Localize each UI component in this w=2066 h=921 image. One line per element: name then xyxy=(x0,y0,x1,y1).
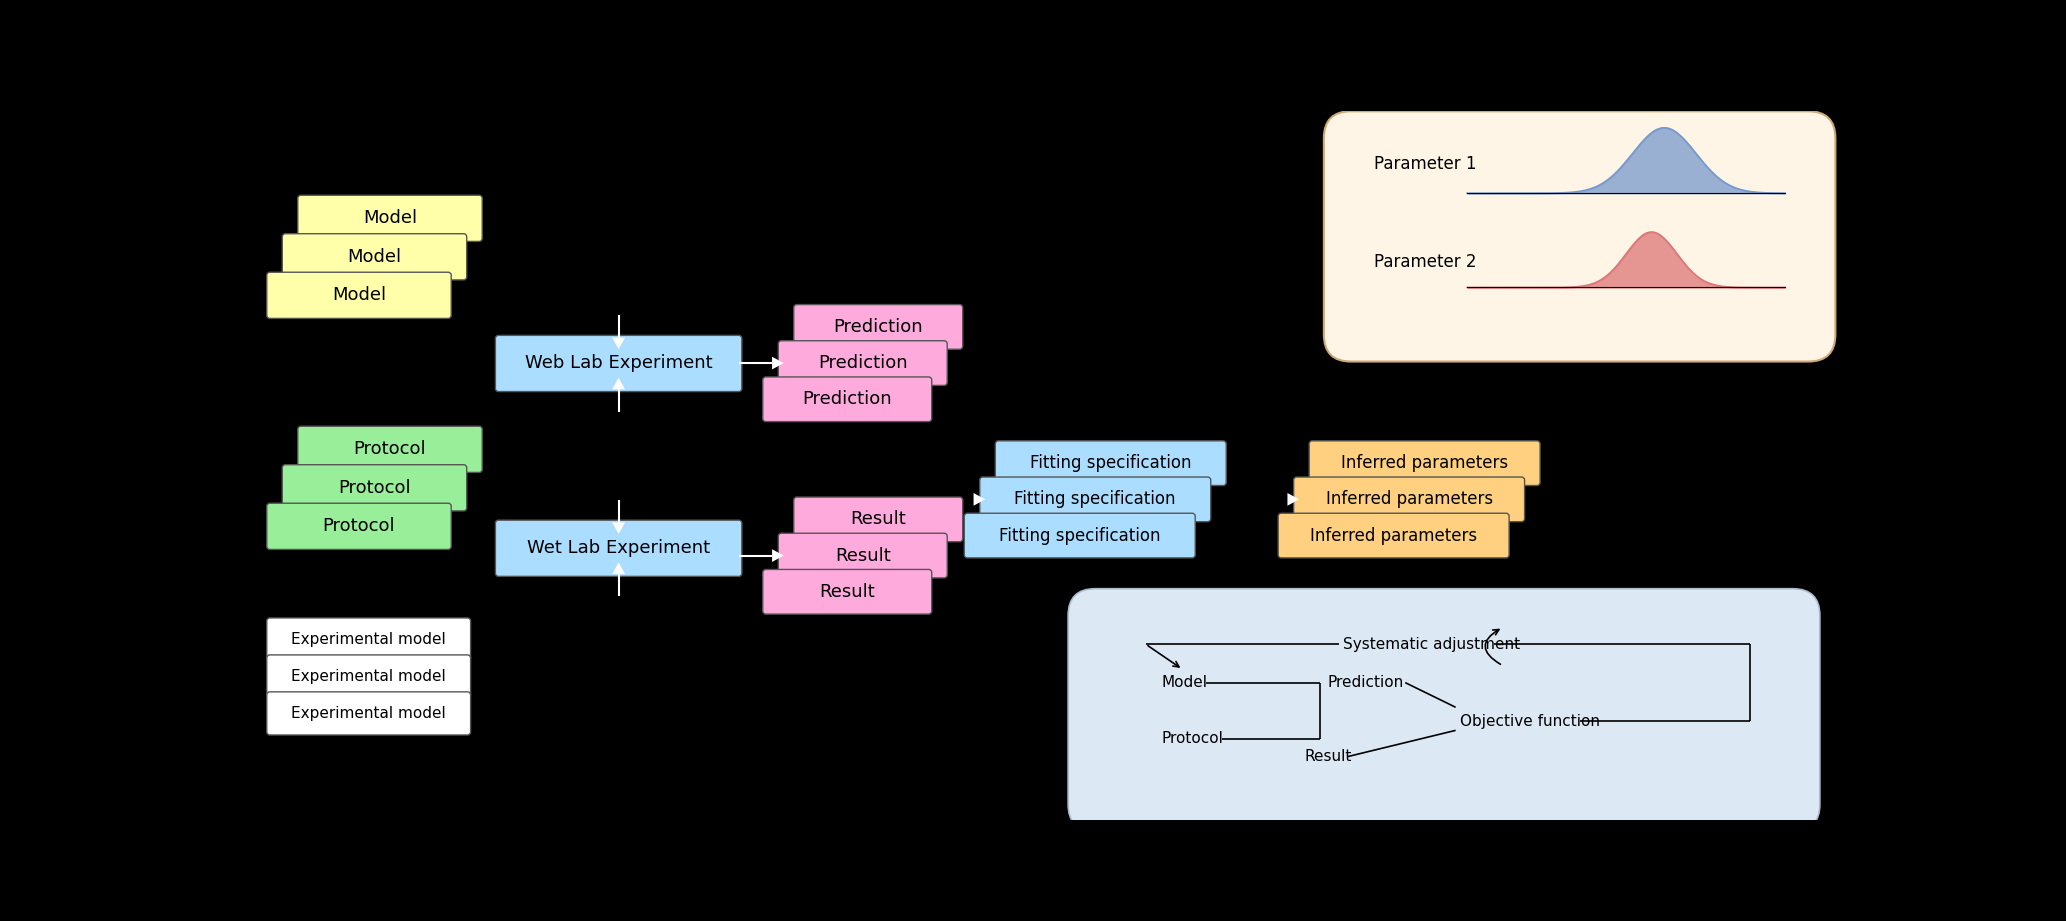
Text: Experimental model: Experimental model xyxy=(291,632,446,647)
Text: Prediction: Prediction xyxy=(833,318,924,336)
Text: Model: Model xyxy=(364,209,417,227)
Polygon shape xyxy=(973,493,985,506)
Text: Fitting specification: Fitting specification xyxy=(1000,527,1161,544)
Text: Experimental model: Experimental model xyxy=(291,705,446,721)
FancyBboxPatch shape xyxy=(283,234,467,280)
Text: Protocol: Protocol xyxy=(353,440,426,459)
FancyBboxPatch shape xyxy=(762,377,932,422)
FancyBboxPatch shape xyxy=(267,692,471,735)
FancyBboxPatch shape xyxy=(1293,477,1525,521)
Text: Experimental model: Experimental model xyxy=(291,669,446,684)
FancyBboxPatch shape xyxy=(298,195,481,241)
FancyBboxPatch shape xyxy=(496,335,742,391)
Text: Prediction: Prediction xyxy=(818,354,907,372)
FancyBboxPatch shape xyxy=(793,497,963,542)
FancyBboxPatch shape xyxy=(1068,589,1820,832)
FancyBboxPatch shape xyxy=(996,441,1227,485)
Text: Model: Model xyxy=(333,286,386,304)
FancyBboxPatch shape xyxy=(267,273,450,319)
FancyBboxPatch shape xyxy=(267,618,471,661)
Text: Prediction: Prediction xyxy=(1328,675,1405,690)
Text: Result: Result xyxy=(1304,749,1351,764)
Text: Protocol: Protocol xyxy=(1161,731,1223,746)
Polygon shape xyxy=(773,356,783,369)
FancyBboxPatch shape xyxy=(779,341,946,385)
Polygon shape xyxy=(773,549,783,562)
Text: Protocol: Protocol xyxy=(339,479,411,496)
Text: Result: Result xyxy=(835,546,890,565)
Text: Prediction: Prediction xyxy=(802,391,893,408)
Text: Inferred parameters: Inferred parameters xyxy=(1326,490,1494,508)
Polygon shape xyxy=(1287,493,1300,506)
Text: Web Lab Experiment: Web Lab Experiment xyxy=(525,355,713,372)
Text: Model: Model xyxy=(1161,675,1207,690)
FancyBboxPatch shape xyxy=(762,569,932,614)
Text: Inferred parameters: Inferred parameters xyxy=(1341,454,1508,472)
FancyBboxPatch shape xyxy=(267,503,450,550)
FancyBboxPatch shape xyxy=(793,305,963,349)
FancyBboxPatch shape xyxy=(496,520,742,577)
Text: Wet Lab Experiment: Wet Lab Experiment xyxy=(527,540,711,557)
Polygon shape xyxy=(612,563,626,574)
Text: Result: Result xyxy=(820,583,876,600)
Text: Protocol: Protocol xyxy=(322,518,395,535)
Text: Systematic adjustment: Systematic adjustment xyxy=(1343,636,1521,652)
Text: Parameter 2: Parameter 2 xyxy=(1374,253,1477,271)
FancyBboxPatch shape xyxy=(979,477,1211,521)
Text: Model: Model xyxy=(347,248,401,266)
FancyBboxPatch shape xyxy=(779,533,946,577)
Text: Inferred parameters: Inferred parameters xyxy=(1310,527,1477,544)
Text: Result: Result xyxy=(851,510,907,529)
FancyBboxPatch shape xyxy=(267,655,471,698)
Polygon shape xyxy=(612,522,626,534)
FancyBboxPatch shape xyxy=(1279,513,1508,558)
Text: Objective function: Objective function xyxy=(1459,714,1599,729)
FancyBboxPatch shape xyxy=(298,426,481,472)
FancyBboxPatch shape xyxy=(965,513,1196,558)
FancyBboxPatch shape xyxy=(1324,111,1835,362)
FancyBboxPatch shape xyxy=(1310,441,1539,485)
Text: Fitting specification: Fitting specification xyxy=(1014,490,1176,508)
Text: Parameter 1: Parameter 1 xyxy=(1374,155,1477,173)
Polygon shape xyxy=(612,378,626,390)
Polygon shape xyxy=(612,338,626,349)
Text: Fitting specification: Fitting specification xyxy=(1031,454,1192,472)
FancyBboxPatch shape xyxy=(283,465,467,511)
